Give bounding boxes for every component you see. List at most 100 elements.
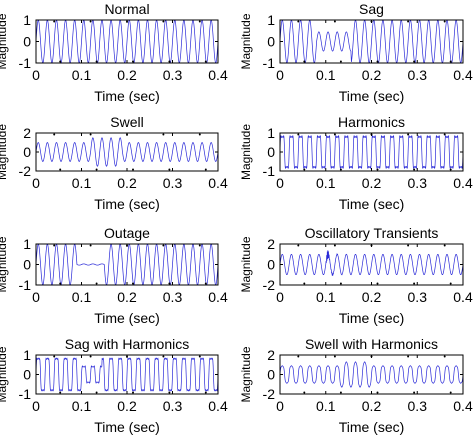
chart-title: Harmonics: [338, 114, 405, 130]
series-line: [36, 244, 218, 285]
edge-dot: [449, 391, 452, 394]
edge-dot: [333, 244, 336, 247]
x-tick-label: 0.3: [408, 398, 428, 414]
chart-title: Sag with Harmonics: [65, 336, 190, 352]
y-tick-label: 2: [267, 347, 275, 363]
y-tick-label: -2: [19, 163, 32, 179]
edge-dot: [198, 355, 201, 358]
x-tick-label: 0.4: [453, 289, 473, 305]
edge-dot: [53, 244, 56, 247]
x-tick-label: 0.1: [316, 67, 336, 83]
edge-dot: [413, 282, 416, 285]
edge-dot: [53, 133, 56, 136]
edge-dot: [333, 20, 336, 23]
chart-title: Outage: [104, 225, 150, 241]
x-axis-label: Time (sec): [94, 419, 160, 435]
series-line: [280, 250, 463, 276]
x-tick-label: 0.4: [208, 175, 228, 191]
x-tick-label: 0: [276, 398, 284, 414]
edge-dot: [443, 355, 446, 358]
series-line: [280, 135, 463, 169]
x-tick-label: 0.2: [362, 289, 382, 305]
x-tick-label: 0.3: [163, 398, 183, 414]
chart-title: Oscillatory Transients: [305, 225, 439, 241]
edge-dot: [339, 391, 342, 394]
edge-dot: [53, 355, 56, 358]
edge-dot: [95, 168, 98, 171]
edge-dot: [333, 133, 336, 136]
edge-dot: [204, 391, 207, 394]
x-tick-label: 0: [276, 175, 284, 191]
edge-dot: [53, 20, 56, 23]
y-tick-label: 0: [267, 367, 275, 383]
edge-dot: [449, 282, 452, 285]
edge-dot: [443, 244, 446, 247]
edge-dot: [132, 168, 134, 171]
x-tick-label: 0.4: [453, 67, 473, 83]
x-tick-label: 0: [276, 67, 284, 83]
x-tick-label: 0.1: [316, 175, 336, 191]
edge-dot: [168, 391, 171, 394]
edge-dot: [168, 60, 171, 63]
edge-dot: [297, 133, 300, 136]
edge-dot: [89, 20, 92, 23]
edge-dot: [59, 60, 62, 63]
x-tick-label: 0.1: [72, 398, 92, 414]
y-axis-label: Magnitude: [0, 124, 9, 180]
x-tick-label: 0.2: [117, 398, 137, 414]
chart-title: Swell: [110, 114, 143, 130]
edge-dot: [413, 168, 416, 171]
edge-dot: [132, 391, 134, 394]
edge-dot: [162, 20, 165, 23]
edge-dot: [204, 168, 207, 171]
edge-dot: [297, 20, 300, 23]
y-axis-label: Magnitude: [0, 236, 9, 292]
edge-dot: [59, 168, 62, 171]
y-tick-label: -1: [19, 55, 32, 71]
y-tick-label: 1: [23, 347, 31, 363]
x-tick-label: 0.1: [72, 67, 92, 83]
edge-dot: [162, 133, 165, 136]
x-tick-label: 0.3: [408, 289, 428, 305]
edge-dot: [297, 355, 300, 358]
x-tick-label: 0: [32, 398, 40, 414]
edge-dot: [339, 60, 342, 63]
y-tick-label: 0: [267, 34, 275, 50]
y-tick-label: 0: [23, 367, 31, 383]
edge-dot: [303, 168, 306, 171]
x-tick-label: 0.2: [117, 67, 137, 83]
edge-dot: [198, 133, 201, 136]
x-tick-label: 0.3: [163, 175, 183, 191]
edge-dot: [132, 282, 134, 285]
edge-dot: [132, 60, 134, 63]
edge-dot: [303, 60, 306, 63]
y-tick-label: 1: [267, 125, 275, 141]
x-tick-label: 0.2: [117, 175, 137, 191]
edge-dot: [198, 244, 201, 247]
x-tick-label: 0.2: [117, 289, 137, 305]
x-axis-label: Time (sec): [339, 196, 405, 212]
y-tick-label: -2: [263, 386, 276, 402]
edge-dot: [89, 244, 92, 247]
edge-dot: [449, 168, 452, 171]
edge-dot: [95, 60, 98, 63]
x-tick-label: 0.4: [453, 398, 473, 414]
series-line: [36, 20, 218, 63]
y-tick-label: 0: [267, 144, 275, 160]
x-tick-label: 0.4: [453, 175, 473, 191]
x-tick-label: 0.1: [316, 289, 336, 305]
series-line: [36, 357, 218, 392]
chart-title: Sag: [359, 1, 384, 17]
edge-dot: [89, 133, 92, 136]
y-tick-label: 0: [23, 144, 31, 160]
edge-dot: [413, 60, 416, 63]
edge-dot: [204, 282, 207, 285]
edge-dot: [339, 168, 342, 171]
edge-dot: [339, 282, 342, 285]
edge-dot: [376, 168, 379, 171]
